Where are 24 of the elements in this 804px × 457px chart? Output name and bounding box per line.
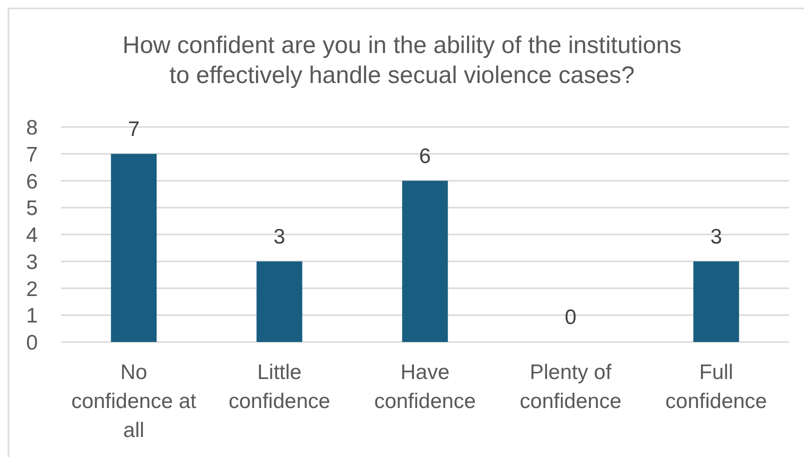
bar [256, 261, 302, 342]
x-tick-label: Little confidence [228, 361, 330, 413]
y-tick-label: 4 [26, 224, 38, 247]
data-label: 3 [274, 225, 286, 248]
bar [402, 180, 448, 342]
y-tick-label: 2 [26, 278, 38, 301]
data-label: 3 [710, 225, 722, 248]
y-tick-label: 8 [26, 116, 38, 140]
data-label: 7 [128, 118, 140, 141]
x-tick-label: No confidence at all [71, 361, 196, 442]
x-tick-label: Have confidence [374, 361, 476, 413]
y-tick-label: 1 [26, 304, 38, 328]
data-label: 0 [564, 306, 576, 329]
y-tick-label: 7 [26, 143, 38, 166]
bar [693, 261, 740, 342]
x-tick-label: Plenty of confidence [520, 361, 622, 413]
y-tick-label: 5 [26, 197, 38, 220]
y-tick-label: 0 [26, 332, 38, 354]
bar [110, 154, 157, 342]
y-tick-label: 6 [26, 170, 38, 194]
chart-title: How confident are you in the ability of the institutions to effectively handle secual violence cases? [122, 32, 682, 89]
data-label: 6 [419, 144, 431, 168]
x-tick-label: Full confidence [665, 361, 767, 413]
y-tick-label: 3 [26, 250, 38, 274]
